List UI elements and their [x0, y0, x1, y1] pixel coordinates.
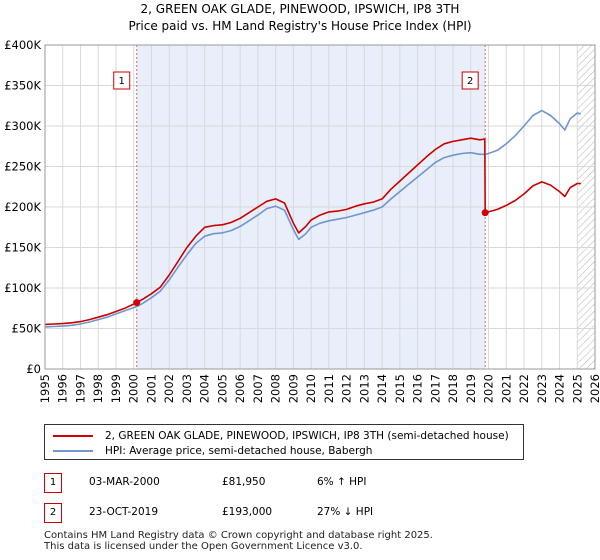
x-tick-label: 2020: [482, 374, 496, 403]
x-tick-label: 2016: [411, 374, 425, 403]
x-tick-label: 2004: [198, 374, 212, 403]
sale-number-label: 2: [467, 76, 473, 87]
y-tick-label: £150K: [4, 241, 41, 255]
sale-badge-1: 1: [44, 473, 62, 493]
x-tick-label: 2002: [162, 374, 176, 403]
legend-entry-hpi: HPI: Average price, semi-detached house,…: [53, 443, 372, 459]
x-tick-label: 1996: [56, 374, 70, 403]
x-tick-label: 2018: [446, 374, 460, 403]
y-tick-label: £0: [26, 362, 41, 376]
legend-label-property: 2, GREEN OAK GLADE, PINEWOOD, IPSWICH, I…: [105, 430, 509, 442]
sale-date-1: 03-MAR-2000: [89, 476, 160, 488]
x-tick-label: 2001: [144, 374, 158, 403]
x-tick-label: 1999: [109, 374, 123, 403]
x-tick-label: 2025: [570, 374, 584, 403]
legend-swatch-property: [53, 435, 93, 437]
chart-title: 2, GREEN OAK GLADE, PINEWOOD, IPSWICH, I…: [141, 2, 460, 16]
legend: 2, GREEN OAK GLADE, PINEWOOD, IPSWICH, I…: [44, 424, 524, 460]
sale-number-box: [461, 71, 479, 90]
plot-frame: [44, 44, 596, 370]
x-tick-label: 2019: [464, 374, 478, 403]
x-tick-label: 2026: [588, 374, 600, 403]
sale-hpi-1: 6% ↑ HPI: [317, 476, 367, 488]
x-tick-label: 2012: [340, 374, 354, 403]
x-tick-label: 2024: [553, 374, 567, 403]
y-tick-label: £400K: [4, 38, 41, 52]
x-tick-label: 2023: [535, 374, 549, 403]
x-tick-label: 2006: [233, 374, 247, 403]
price-chart: 2, GREEN OAK GLADE, PINEWOOD, IPSWICH, I…: [4, 2, 600, 403]
sale-number-box: [113, 71, 131, 90]
sale-price-1: £81,950: [222, 476, 266, 488]
y-tick-label: £300K: [4, 119, 41, 133]
x-tick-label: 1997: [73, 374, 87, 403]
legend-swatch-hpi: [53, 450, 93, 452]
x-tick-label: 2014: [375, 374, 389, 403]
x-tick-label: 2005: [215, 374, 229, 403]
x-tick-label: 2010: [304, 374, 318, 403]
x-tick-label: 2013: [357, 374, 371, 403]
x-tick-label: 2007: [251, 374, 265, 403]
x-tick-label: 1998: [91, 374, 105, 403]
footer-copyright: Contains HM Land Registry data © Crown c…: [44, 530, 433, 541]
legend-label-hpi: HPI: Average price, semi-detached house,…: [105, 445, 373, 457]
x-tick-label: 1995: [38, 374, 52, 403]
x-tick-label: 2022: [517, 374, 531, 403]
sale-hpi-2: 27% ↓ HPI: [317, 506, 374, 518]
y-tick-label: £100K: [4, 281, 41, 295]
legend-entry-property: 2, GREEN OAK GLADE, PINEWOOD, IPSWICH, I…: [53, 428, 509, 444]
y-tick-label: £350K: [4, 79, 41, 93]
x-tick-label: 2009: [286, 374, 300, 403]
chart-subtitle: Price paid vs. HM Land Registry's House …: [128, 19, 471, 33]
sale-date-2: 23-OCT-2019: [89, 506, 158, 518]
footer: Contains HM Land Registry data © Crown c…: [44, 530, 433, 552]
x-tick-label: 2021: [499, 374, 513, 403]
y-tick-label: £250K: [4, 160, 41, 174]
x-tick-label: 2011: [322, 374, 336, 403]
sale-price-2: £193,000: [222, 506, 273, 518]
x-tick-label: 2008: [269, 374, 283, 403]
x-tick-label: 2000: [127, 374, 141, 403]
sale-point: [133, 299, 141, 307]
x-tick-label: 2015: [393, 374, 407, 403]
sale-number-label: 1: [119, 76, 125, 87]
x-tick-label: 2003: [180, 374, 194, 403]
property-price-line: [44, 137, 581, 326]
y-tick-label: £200K: [4, 200, 41, 214]
sale-badge-2: 2: [44, 503, 62, 523]
sale-point: [481, 209, 489, 217]
y-tick-label: £50K: [12, 322, 42, 336]
hpi-line: [44, 109, 581, 328]
x-tick-label: 2017: [428, 374, 442, 403]
footer-licence: This data is licensed under the Open Gov…: [44, 541, 363, 552]
